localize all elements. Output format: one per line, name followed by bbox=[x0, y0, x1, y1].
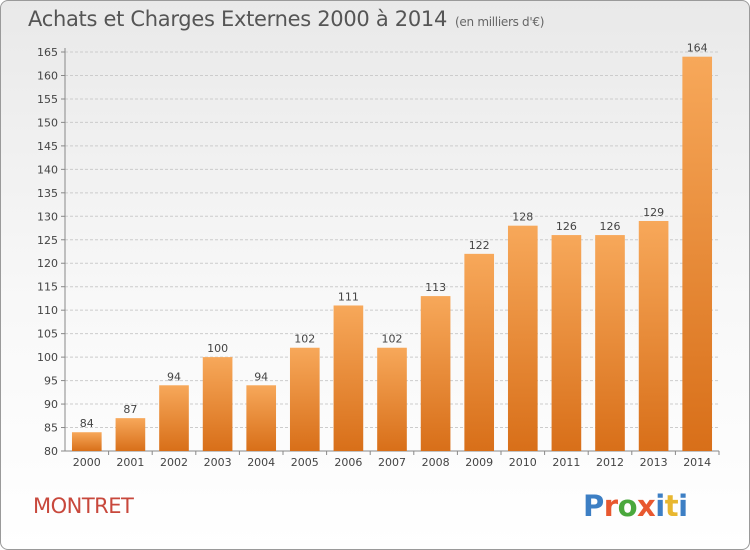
y-tick-label: 150 bbox=[37, 116, 58, 129]
x-tick-label: 2005 bbox=[291, 456, 319, 469]
y-tick-label: 125 bbox=[37, 234, 58, 247]
y-tick-label: 130 bbox=[37, 210, 58, 223]
y-tick-label: 165 bbox=[37, 46, 58, 59]
y-tick-label: 135 bbox=[37, 187, 58, 200]
y-tick-label: 95 bbox=[44, 375, 58, 388]
bar bbox=[289, 347, 320, 451]
y-tick-label: 105 bbox=[37, 328, 58, 341]
data-label: 84 bbox=[80, 417, 94, 430]
bar bbox=[115, 418, 146, 451]
data-label: 100 bbox=[207, 342, 228, 355]
bar bbox=[507, 225, 538, 451]
logo-letter: i bbox=[678, 489, 688, 523]
logo-letter: i bbox=[655, 489, 665, 523]
y-tick-label: 120 bbox=[37, 257, 58, 270]
logo-letter: x bbox=[637, 489, 656, 523]
x-tick-label: 2010 bbox=[509, 456, 537, 469]
bar bbox=[246, 385, 277, 451]
x-tick-label: 2011 bbox=[552, 456, 580, 469]
unit-label: (en milliers d'€) bbox=[455, 15, 545, 29]
proxiti-logo: Proxiti bbox=[583, 489, 688, 523]
y-tick-label: 155 bbox=[37, 93, 58, 106]
data-label: 94 bbox=[254, 370, 268, 383]
data-label: 111 bbox=[338, 290, 359, 303]
data-label: 102 bbox=[294, 333, 315, 346]
bar bbox=[71, 432, 102, 451]
chart-title: Achats et Charges Externes 2000 à 2014 (e… bbox=[28, 7, 544, 31]
x-tick-label: 2009 bbox=[465, 456, 493, 469]
data-label: 128 bbox=[512, 211, 533, 224]
y-tick-label: 110 bbox=[37, 304, 58, 317]
y-tick-label: 160 bbox=[37, 69, 58, 82]
y-tick-label: 85 bbox=[44, 422, 58, 435]
y-tick-label: 100 bbox=[37, 351, 58, 364]
x-tick-label: 2008 bbox=[422, 456, 450, 469]
bar bbox=[202, 357, 233, 451]
x-tick-label: 2002 bbox=[160, 456, 188, 469]
logo-letter: o bbox=[617, 489, 638, 523]
y-tick-label: 140 bbox=[37, 163, 58, 176]
bar bbox=[377, 347, 407, 451]
data-label: 122 bbox=[469, 239, 490, 252]
data-label: 113 bbox=[425, 281, 446, 294]
logo-letter: P bbox=[583, 489, 604, 523]
bar bbox=[159, 385, 189, 451]
x-tick-label: 2012 bbox=[596, 456, 624, 469]
data-label: 102 bbox=[382, 333, 403, 346]
bar bbox=[638, 220, 669, 451]
x-tick-label: 2013 bbox=[640, 456, 668, 469]
x-tick-label: 2014 bbox=[683, 456, 711, 469]
x-tick-label: 2007 bbox=[378, 456, 406, 469]
commune-name: MONTRET bbox=[33, 494, 134, 518]
data-label: 129 bbox=[643, 206, 664, 219]
bar bbox=[682, 56, 713, 451]
y-tick-label: 145 bbox=[37, 140, 58, 153]
logo-letter: t bbox=[664, 489, 679, 523]
x-tick-label: 2000 bbox=[73, 456, 101, 469]
x-tick-label: 2004 bbox=[247, 456, 275, 469]
x-tick-label: 2003 bbox=[204, 456, 232, 469]
y-tick-label: 90 bbox=[44, 398, 58, 411]
bar bbox=[595, 235, 625, 451]
data-label: 164 bbox=[687, 42, 708, 55]
x-tick-label: 2001 bbox=[116, 456, 144, 469]
data-label: 87 bbox=[123, 403, 137, 416]
data-label: 126 bbox=[600, 220, 621, 233]
bar bbox=[551, 235, 582, 451]
data-label: 94 bbox=[167, 370, 181, 383]
title-text: Achats et Charges Externes 2000 à 2014 bbox=[28, 7, 448, 31]
y-tick-label: 115 bbox=[37, 281, 58, 294]
logo-letter: r bbox=[603, 489, 618, 523]
bar bbox=[420, 296, 451, 451]
bar bbox=[333, 305, 364, 451]
y-tick-label: 80 bbox=[44, 445, 58, 458]
bar bbox=[464, 253, 495, 451]
data-label: 126 bbox=[556, 220, 577, 233]
x-tick-label: 2006 bbox=[334, 456, 362, 469]
